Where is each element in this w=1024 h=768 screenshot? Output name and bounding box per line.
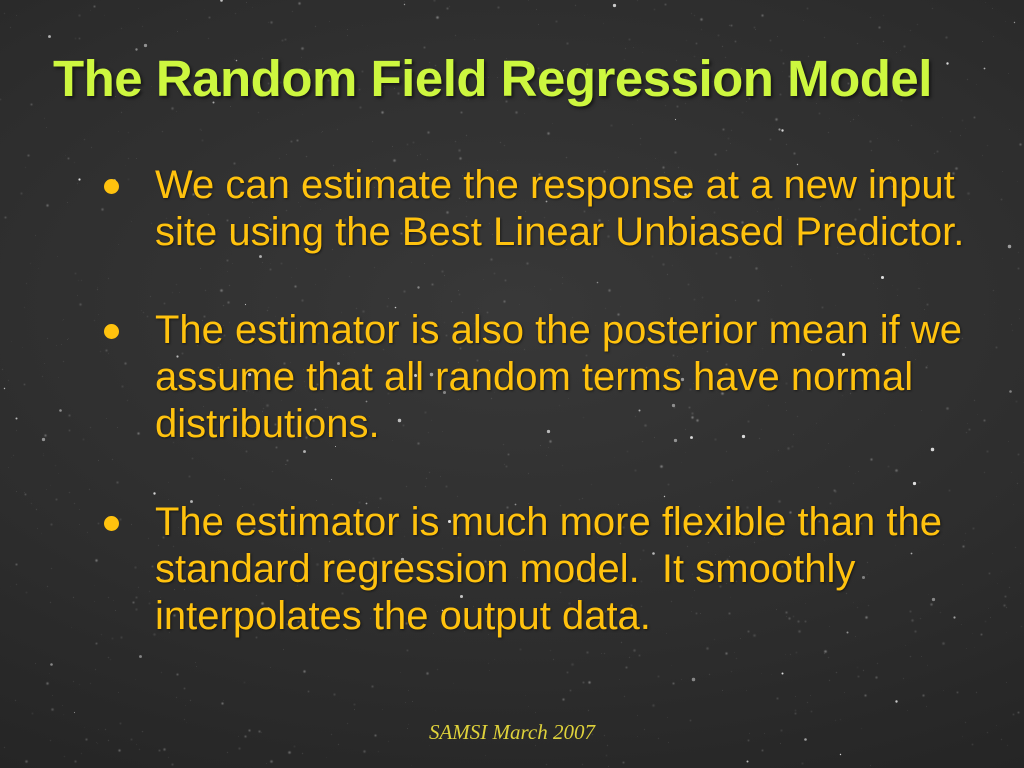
starfield-bright-stars <box>0 0 1 1</box>
bullet-text: The estimator is much more flexible than… <box>155 500 954 638</box>
slide-footer: SAMSI March 2007 <box>428 720 596 744</box>
bullet-item: The estimator is also the posterior mean… <box>104 307 985 448</box>
starfield-faint-stars <box>0 0 1 1</box>
background-grain <box>0 0 1 1</box>
bullet-item: The estimator is much more flexible than… <box>104 499 985 640</box>
bullet-text: The estimator is also the posterior mean… <box>155 308 974 446</box>
bullet-item: We can estimate the response at a new in… <box>104 162 985 256</box>
bullet-text: We can estimate the response at a new in… <box>155 163 966 254</box>
bullet-circle-icon <box>104 516 119 531</box>
bullet-list: We can estimate the response at a new in… <box>104 162 985 691</box>
bullet-circle-icon <box>104 324 119 339</box>
bullet-circle-icon <box>104 179 119 194</box>
slide-title: The Random Field Regression Model <box>53 50 932 107</box>
